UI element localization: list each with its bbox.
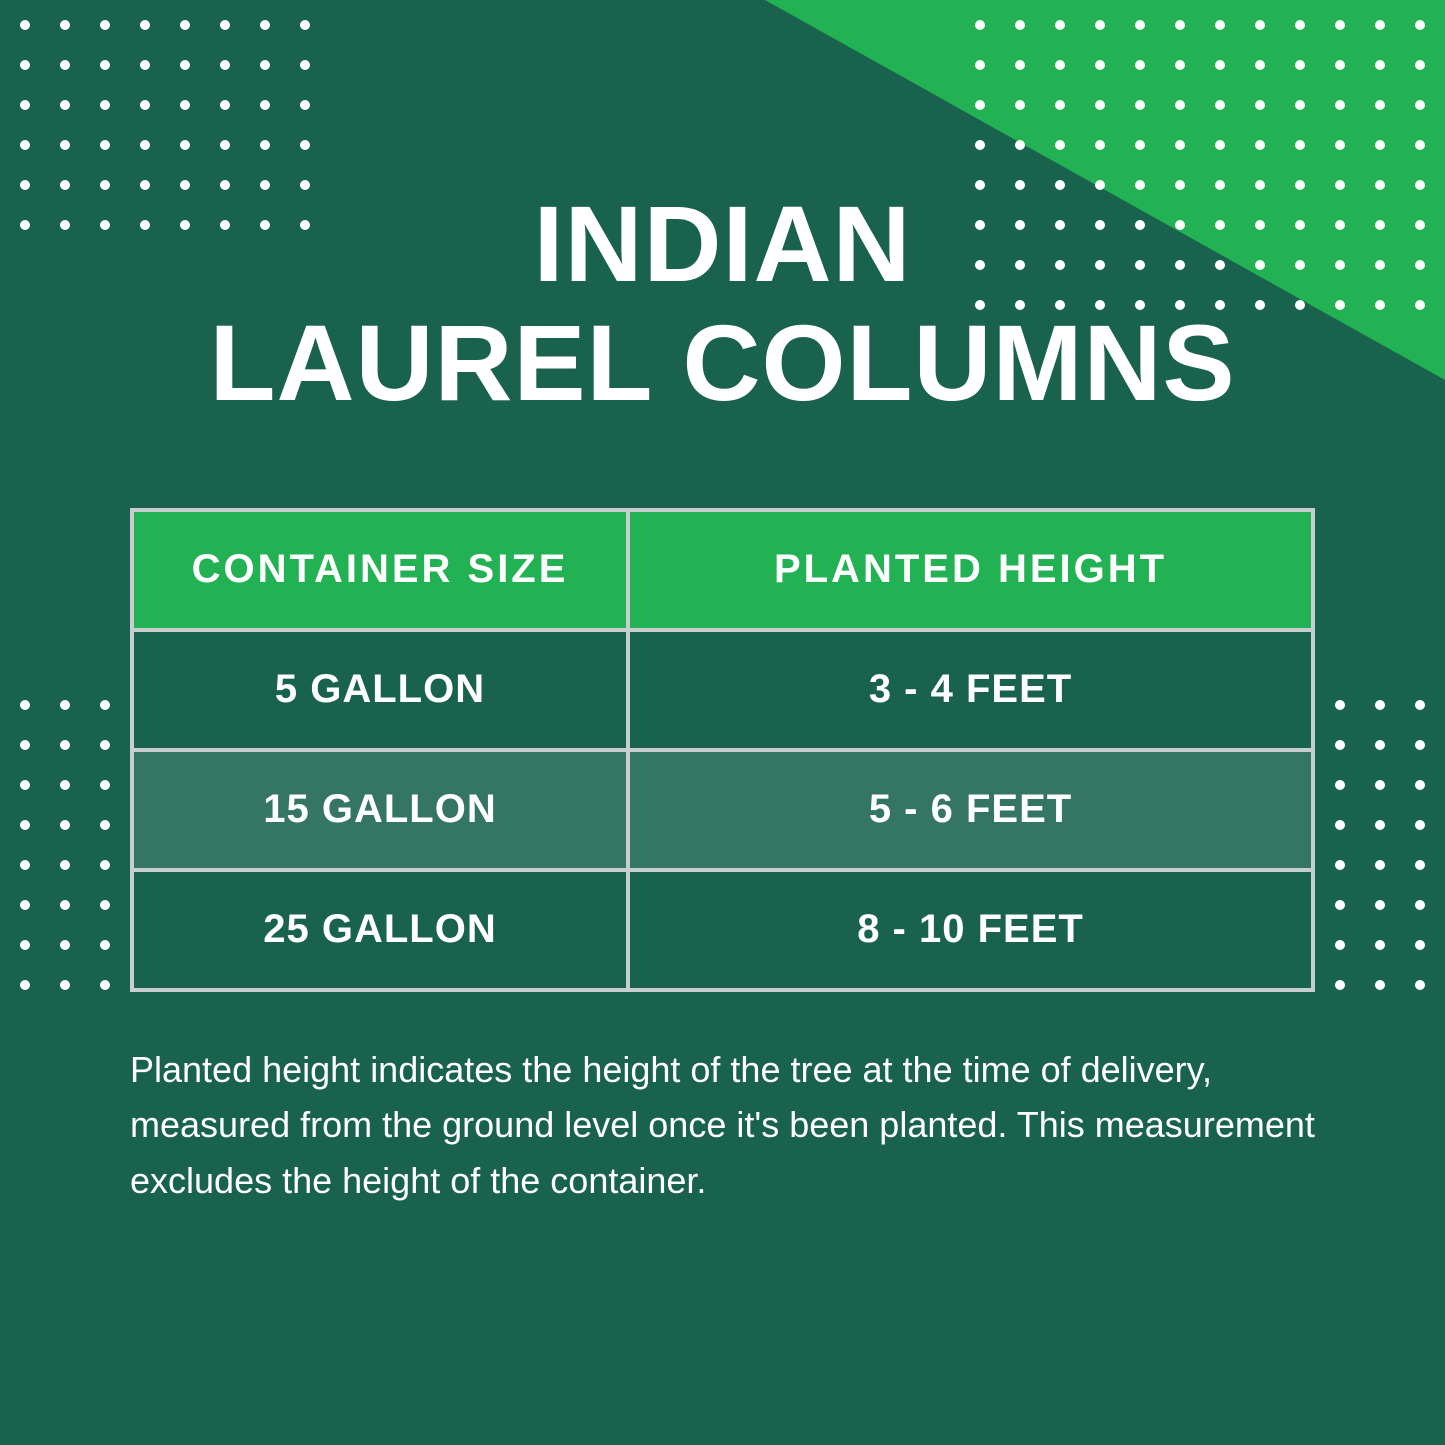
header-container-size: CONTAINER SIZE [132,510,628,630]
table-row: 5 GALLON 3 - 4 FEET [132,630,1313,750]
title-line-1: INDIAN [534,183,912,304]
cell-height: 3 - 4 FEET [628,630,1313,750]
header-planted-height: PLANTED HEIGHT [628,510,1313,630]
title-line-2: LAUREL COLUMNS [210,302,1236,423]
content-wrapper: INDIAN LAUREL COLUMNS CONTAINER SIZE PLA… [0,0,1445,1209]
table-header-row: CONTAINER SIZE PLANTED HEIGHT [132,510,1313,630]
table-row: 15 GALLON 5 - 6 FEET [132,750,1313,870]
table-row: 25 GALLON 8 - 10 FEET [132,870,1313,990]
footnote-text: Planted height indicates the height of t… [130,1042,1315,1209]
sizing-table: CONTAINER SIZE PLANTED HEIGHT 5 GALLON 3… [130,508,1315,992]
cell-size: 5 GALLON [132,630,628,750]
cell-height: 5 - 6 FEET [628,750,1313,870]
page-title: INDIAN LAUREL COLUMNS [130,185,1315,423]
cell-size: 15 GALLON [132,750,628,870]
cell-height: 8 - 10 FEET [628,870,1313,990]
cell-size: 25 GALLON [132,870,628,990]
